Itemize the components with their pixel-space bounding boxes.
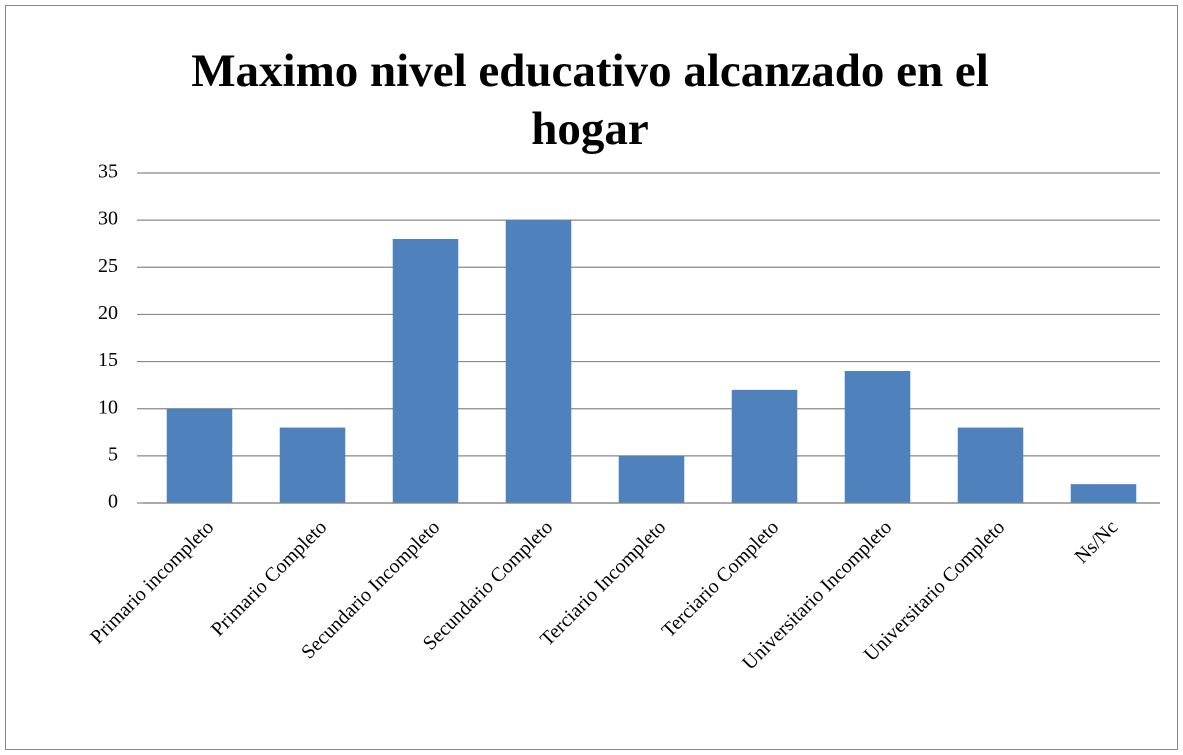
- bar: [1070, 484, 1137, 503]
- chart-title: Maximo nivel educativo alcanzado en el h…: [191, 45, 989, 155]
- x-tick-label: Terciario Completo: [658, 516, 784, 642]
- x-tick-label: Primario Completo: [207, 516, 331, 640]
- x-tick-label: Ns/Nc: [1071, 516, 1123, 568]
- bar: [279, 427, 346, 503]
- bar: [731, 389, 798, 503]
- bar: [166, 408, 233, 503]
- bar: [957, 427, 1024, 503]
- y-tick-label: 30: [98, 208, 118, 230]
- y-tick-label: 20: [98, 302, 118, 324]
- y-tick-label: 35: [98, 161, 118, 183]
- bar: [505, 220, 572, 503]
- y-tick-label: 10: [98, 396, 118, 418]
- bar: [844, 371, 911, 503]
- bar: [618, 455, 685, 503]
- y-tick-label: 25: [98, 255, 118, 277]
- y-tick-label: 5: [108, 443, 118, 465]
- x-tick-label: Primario incompleto: [86, 516, 218, 648]
- y-tick-label: 0: [108, 491, 118, 513]
- bar: [392, 239, 459, 503]
- y-tick-label: 15: [98, 349, 118, 371]
- chart-border: [5, 5, 1178, 750]
- x-tick-label: Terciario Incompleto: [536, 516, 670, 650]
